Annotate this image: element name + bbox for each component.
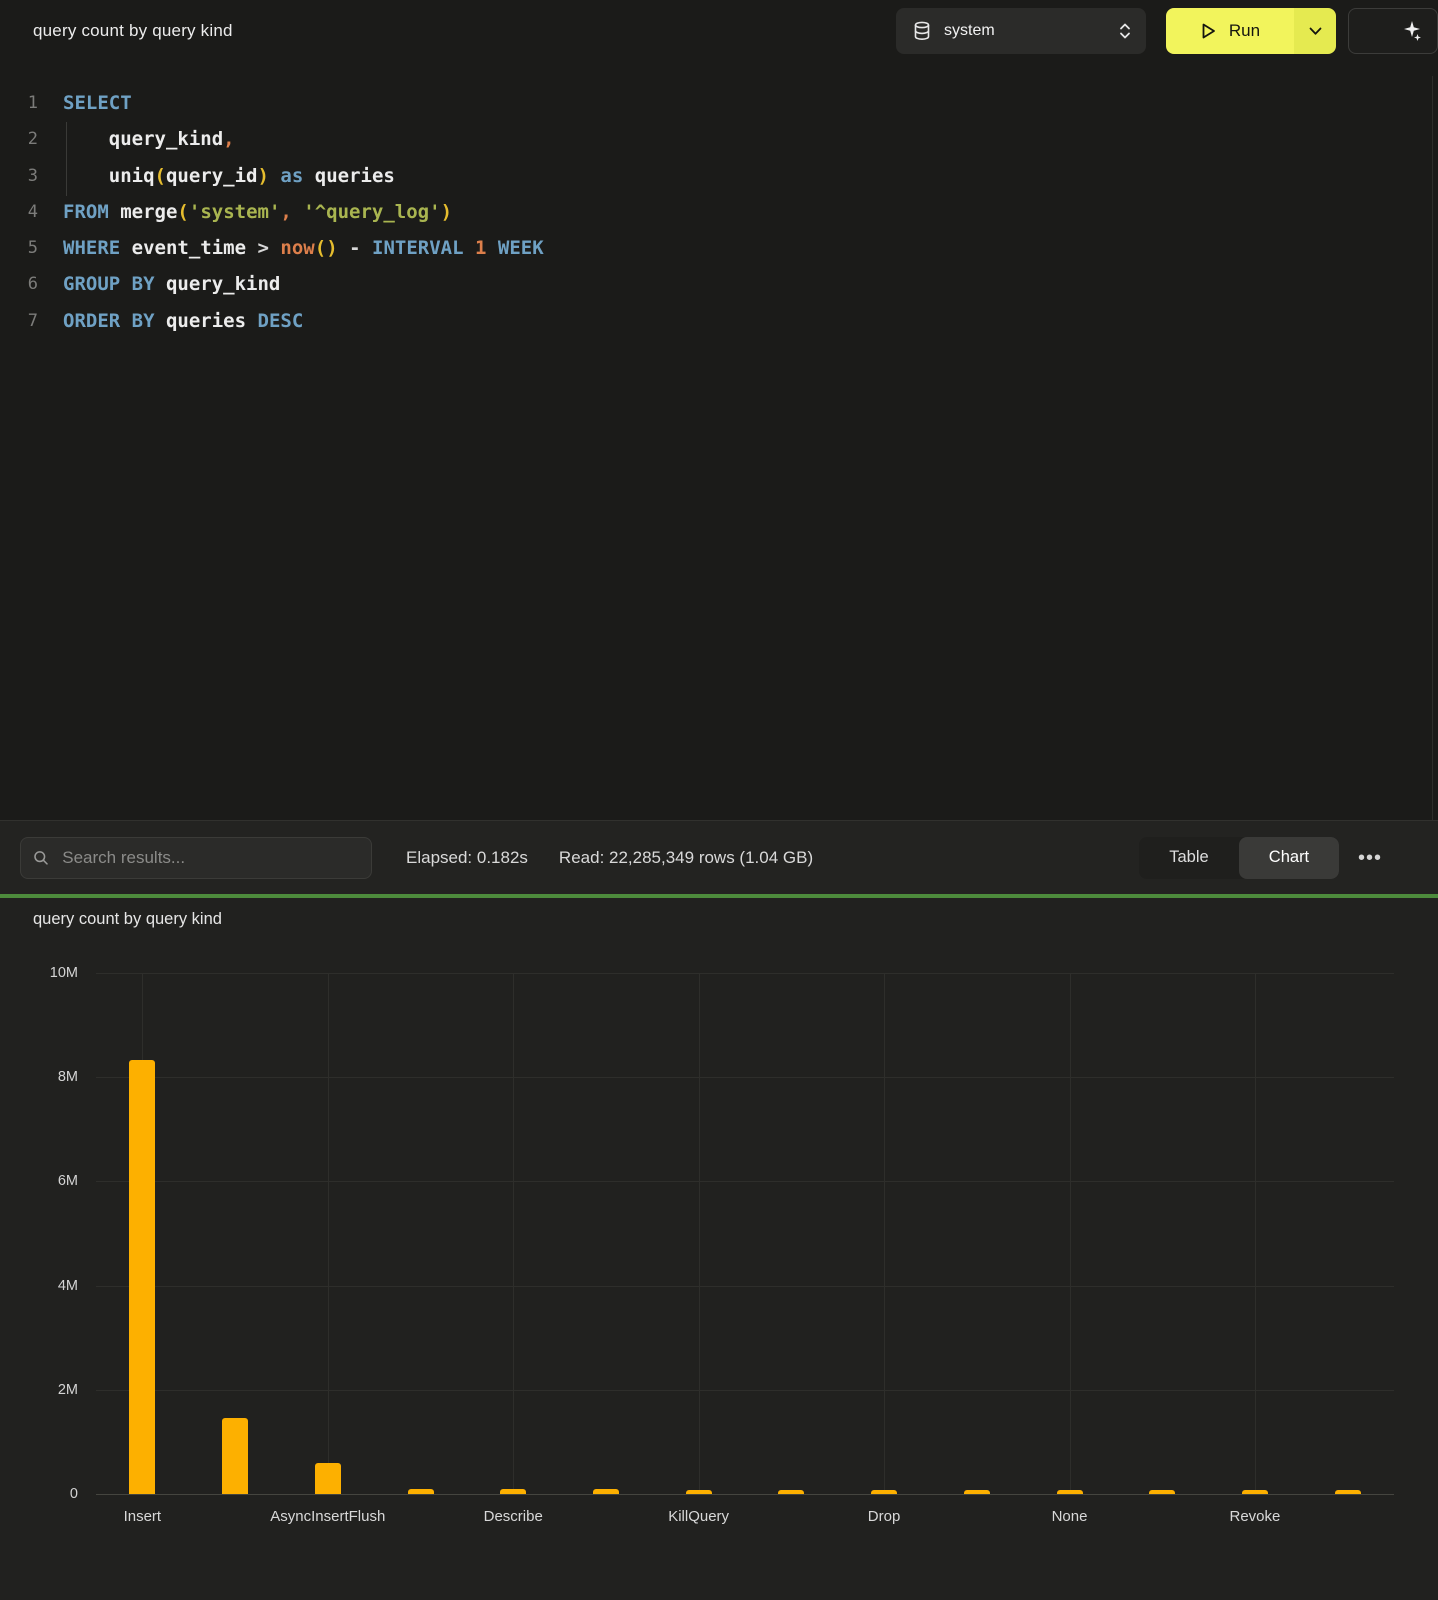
bar-drop[interactable]: [871, 1490, 897, 1494]
unfold-icon: [1118, 21, 1132, 41]
x-axis-tick-label: AsyncInsertFlush: [238, 1508, 418, 1525]
line-number: 7: [0, 303, 38, 339]
query-tab-bar: query count by query kind system Run: [0, 0, 1438, 62]
code-line[interactable]: 4 FROM merge('system', '^query_log'): [0, 194, 1438, 230]
gridline-h: [96, 1286, 1394, 1287]
y-axis-tick-label: 0: [0, 1484, 78, 1504]
editor-lines[interactable]: 1SELECT2 query_kind,3 uniq(query_id) as …: [0, 62, 1438, 339]
search-results-box[interactable]: [20, 837, 372, 879]
code-text: query_kind,: [63, 121, 235, 157]
indent-guide: [66, 122, 68, 196]
bar-insert[interactable]: [129, 1060, 155, 1494]
code-text: FROM merge('system', '^query_log'): [63, 194, 452, 230]
database-selector[interactable]: system: [896, 8, 1146, 54]
ai-assist-button[interactable]: [1348, 8, 1438, 54]
gridline-v: [1255, 973, 1256, 1494]
run-button[interactable]: Run: [1166, 8, 1336, 54]
line-number: 4: [0, 194, 38, 230]
view-toggle-table[interactable]: Table: [1139, 837, 1239, 879]
line-number: 5: [0, 230, 38, 266]
x-axis-tick-label: None: [980, 1508, 1160, 1525]
gridline-h: [96, 1077, 1394, 1078]
x-axis-tick-label: KillQuery: [609, 1508, 789, 1525]
run-button-label: Run: [1229, 21, 1260, 41]
y-axis-tick-label: 4M: [0, 1276, 78, 1296]
bar-unlabeled-7[interactable]: [778, 1490, 804, 1494]
code-line[interactable]: 5 WHERE event_time > now() - INTERVAL 1 W…: [0, 230, 1438, 266]
y-axis-tick-label: 2M: [0, 1380, 78, 1400]
code-text: GROUP BY query_kind: [63, 266, 280, 302]
code-text: ORDER BY queries DESC: [63, 303, 303, 339]
gridline-h: [96, 1181, 1394, 1182]
run-button-main[interactable]: Run: [1166, 8, 1294, 54]
search-results-input[interactable]: [60, 847, 359, 869]
bar-unlabeled-5[interactable]: [593, 1489, 619, 1494]
code-line[interactable]: 1 SELECT: [0, 85, 1438, 121]
results-menu-button[interactable]: •••: [1358, 837, 1382, 879]
x-axis-tick-label: Drop: [794, 1508, 974, 1525]
editor-scrollbar-track[interactable]: [1432, 76, 1433, 820]
line-number: 1: [0, 85, 38, 121]
code-text: SELECT: [63, 85, 132, 121]
gridline-v: [328, 973, 329, 1494]
code-line[interactable]: 2 query_kind,: [0, 121, 1438, 157]
gridline-h: [96, 973, 1394, 974]
gridline-v: [884, 973, 885, 1494]
code-line[interactable]: 7 ORDER BY queries DESC: [0, 303, 1438, 339]
read-stat: Read: 22,285,349 rows (1.04 GB): [559, 848, 813, 868]
database-selector-value: system: [944, 22, 1118, 40]
gridline-v: [699, 973, 700, 1494]
line-number: 2: [0, 121, 38, 157]
y-axis-tick-label: 6M: [0, 1171, 78, 1191]
bar-revoke[interactable]: [1242, 1490, 1268, 1494]
x-axis-tick-label: Revoke: [1165, 1508, 1345, 1525]
bar-none[interactable]: [1057, 1490, 1083, 1494]
run-options-caret[interactable]: [1294, 8, 1336, 54]
sparkle-icon: [1401, 19, 1423, 43]
x-axis-tick-label: Insert: [52, 1508, 232, 1525]
bar-describe[interactable]: [500, 1489, 526, 1494]
chart-title: query count by query kind: [33, 910, 222, 929]
bar-killquery[interactable]: [686, 1490, 712, 1494]
view-toggle-chart[interactable]: Chart: [1239, 837, 1339, 879]
x-axis-tick-label: Describe: [423, 1508, 603, 1525]
database-icon: [913, 21, 931, 41]
code-line[interactable]: 6 GROUP BY query_kind: [0, 266, 1438, 302]
line-number: 6: [0, 266, 38, 302]
code-line[interactable]: 3 uniq(query_id) as queries: [0, 158, 1438, 194]
elapsed-stat: Elapsed: 0.182s: [406, 848, 528, 868]
results-toolbar: Elapsed: 0.182s Read: 22,285,349 rows (1…: [0, 820, 1438, 894]
bar-unlabeled-13[interactable]: [1335, 1490, 1361, 1494]
bar-chart-plot[interactable]: [96, 973, 1394, 1495]
code-text: WHERE event_time > now() - INTERVAL 1 WE…: [63, 230, 544, 266]
chevron-down-icon: [1309, 27, 1322, 36]
code-text: uniq(query_id) as queries: [63, 158, 395, 194]
bar-unlabeled-3[interactable]: [408, 1489, 434, 1494]
search-icon: [33, 849, 49, 867]
bar-unlabeled-11[interactable]: [1149, 1490, 1175, 1494]
y-axis-tick-label: 10M: [0, 963, 78, 983]
play-icon: [1200, 22, 1217, 40]
sql-editor[interactable]: 1SELECT2 query_kind,3 uniq(query_id) as …: [0, 62, 1438, 820]
line-number: 3: [0, 158, 38, 194]
bar-asyncinsertflush[interactable]: [315, 1463, 341, 1494]
bar-unlabeled-1[interactable]: [222, 1418, 248, 1494]
gridline-h: [96, 1390, 1394, 1391]
gridline-v: [513, 973, 514, 1494]
view-toggle: TableChart: [1139, 837, 1339, 879]
bar-unlabeled-9[interactable]: [964, 1490, 990, 1494]
y-axis-tick-label: 8M: [0, 1067, 78, 1087]
gridline-v: [1070, 973, 1071, 1494]
chart-panel: query count by query kind 10M 8M 6M 4M 2M 0 In…: [0, 898, 1438, 1600]
query-title: query count by query kind: [33, 21, 896, 41]
